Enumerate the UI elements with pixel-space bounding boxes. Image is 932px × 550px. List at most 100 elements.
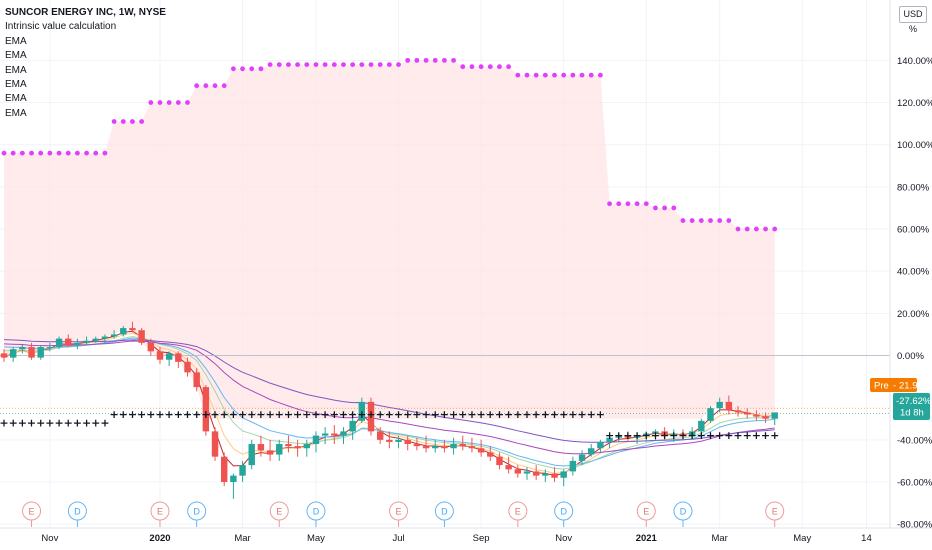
- candle-body[interactable]: [551, 473, 558, 478]
- candle-body[interactable]: [698, 420, 705, 432]
- candle-body[interactable]: [28, 347, 35, 358]
- candle-body[interactable]: [19, 347, 26, 350]
- y-axis[interactable]: 140.00% 120.00% 100.00% 80.00% 60.00% 40.00% 2…: [889, 0, 932, 531]
- candle-body[interactable]: [615, 435, 622, 438]
- earnings-event-icon[interactable]: [389, 501, 409, 521]
- candle-body[interactable]: [588, 448, 595, 455]
- candle-body[interactable]: [532, 471, 540, 476]
- candle-body[interactable]: [340, 431, 347, 436]
- candle-body[interactable]: [688, 431, 696, 436]
- dividend-event-icon[interactable]: [306, 501, 326, 521]
- candle-body[interactable]: [266, 450, 274, 455]
- candle-body[interactable]: [65, 338, 72, 345]
- candle-body[interactable]: [156, 351, 164, 360]
- candle-body[interactable]: [230, 475, 237, 482]
- candle-body[interactable]: [707, 408, 714, 421]
- candle-body[interactable]: [46, 347, 54, 349]
- candle-body[interactable]: [386, 439, 393, 442]
- earnings-event-icon[interactable]: [508, 501, 528, 521]
- candle-body[interactable]: [413, 444, 421, 447]
- earnings-event-icon[interactable]: [636, 501, 656, 521]
- candle-body[interactable]: [716, 401, 723, 409]
- candle-body[interactable]: [633, 435, 641, 438]
- candle-body[interactable]: [276, 444, 283, 455]
- candle-body[interactable]: [9, 349, 17, 358]
- candle-body[interactable]: [762, 416, 769, 419]
- candle-body[interactable]: [367, 401, 375, 432]
- candle-body[interactable]: [569, 460, 577, 472]
- candle-body[interactable]: [37, 347, 44, 358]
- candle-body[interactable]: [771, 412, 778, 419]
- candle-body[interactable]: [331, 433, 338, 436]
- candle-body[interactable]: [505, 465, 512, 470]
- candle-body[interactable]: [432, 446, 439, 449]
- dividend-event-icon[interactable]: [673, 501, 693, 521]
- candle-body[interactable]: [312, 435, 320, 445]
- legend-title[interactable]: SUNCOR ENERGY INC, 1W, NYSE: [5, 7, 166, 18]
- candle-body[interactable]: [74, 342, 81, 345]
- candle-body[interactable]: [422, 446, 430, 449]
- candle-body[interactable]: [129, 328, 136, 331]
- candle-body[interactable]: [468, 446, 476, 449]
- candle-body[interactable]: [743, 412, 751, 415]
- candle-body[interactable]: [652, 431, 659, 434]
- candle-body[interactable]: [165, 353, 173, 360]
- candle-body[interactable]: [0, 353, 8, 358]
- candle-body[interactable]: [734, 410, 742, 413]
- legend-item[interactable]: EMA: [5, 50, 27, 62]
- candle-body[interactable]: [487, 452, 494, 457]
- candle-body[interactable]: [211, 431, 219, 457]
- candles[interactable]: [0, 321, 778, 499]
- candle-body[interactable]: [101, 336, 109, 339]
- candle-body[interactable]: [514, 469, 522, 474]
- legend-item[interactable]: Intrinsic value calculation: [5, 21, 117, 33]
- candle-body[interactable]: [110, 334, 118, 337]
- candle-body[interactable]: [303, 444, 310, 449]
- candle-body[interactable]: [578, 454, 586, 461]
- dividend-event-icon[interactable]: [434, 501, 454, 521]
- earnings-event-icon[interactable]: [22, 501, 42, 521]
- candle-body[interactable]: [202, 387, 210, 432]
- candle-body[interactable]: [606, 437, 613, 442]
- candle-body[interactable]: [441, 446, 448, 449]
- earnings-event-icon[interactable]: [765, 501, 785, 521]
- candle-body[interactable]: [459, 444, 466, 447]
- candle-body[interactable]: [120, 328, 127, 335]
- candle-body[interactable]: [624, 435, 632, 438]
- candle-body[interactable]: [395, 439, 402, 442]
- candle-body[interactable]: [450, 444, 457, 449]
- candle-body[interactable]: [643, 433, 650, 436]
- legend-item[interactable]: EMA: [5, 64, 27, 76]
- x-axis[interactable]: Nov 2020 Mar May Jul Sep Nov 2021 Mar May 14: [0, 527, 932, 544]
- candle-body[interactable]: [560, 471, 567, 478]
- candle-body[interactable]: [597, 441, 604, 449]
- candle-body[interactable]: [239, 465, 246, 476]
- candle-body[interactable]: [753, 414, 760, 417]
- candle-body[interactable]: [358, 401, 366, 421]
- candle-body[interactable]: [477, 448, 485, 453]
- candle-body[interactable]: [193, 372, 200, 388]
- candle-body[interactable]: [92, 338, 99, 341]
- candle-body[interactable]: [147, 342, 155, 352]
- earnings-event-icon[interactable]: [269, 501, 289, 521]
- candle-body[interactable]: [257, 444, 265, 451]
- legend-item[interactable]: EMA: [5, 35, 27, 47]
- candle-body[interactable]: [679, 433, 687, 436]
- candle-body[interactable]: [404, 439, 411, 445]
- earnings-event-icon[interactable]: [150, 501, 170, 521]
- currency-scale-button[interactable]: USD %: [899, 6, 927, 34]
- candle-body[interactable]: [248, 444, 255, 466]
- candle-body[interactable]: [220, 456, 228, 482]
- candle-body[interactable]: [670, 433, 678, 436]
- legend-item[interactable]: EMA: [5, 93, 27, 105]
- candle-body[interactable]: [542, 473, 549, 476]
- dividend-event-icon[interactable]: [187, 501, 207, 521]
- candle-body[interactable]: [376, 431, 384, 440]
- candle-body[interactable]: [523, 471, 531, 474]
- candle-body[interactable]: [285, 444, 292, 447]
- candle-body[interactable]: [83, 340, 90, 343]
- dividend-event-icon[interactable]: [554, 501, 574, 521]
- legend-item[interactable]: EMA: [5, 79, 27, 91]
